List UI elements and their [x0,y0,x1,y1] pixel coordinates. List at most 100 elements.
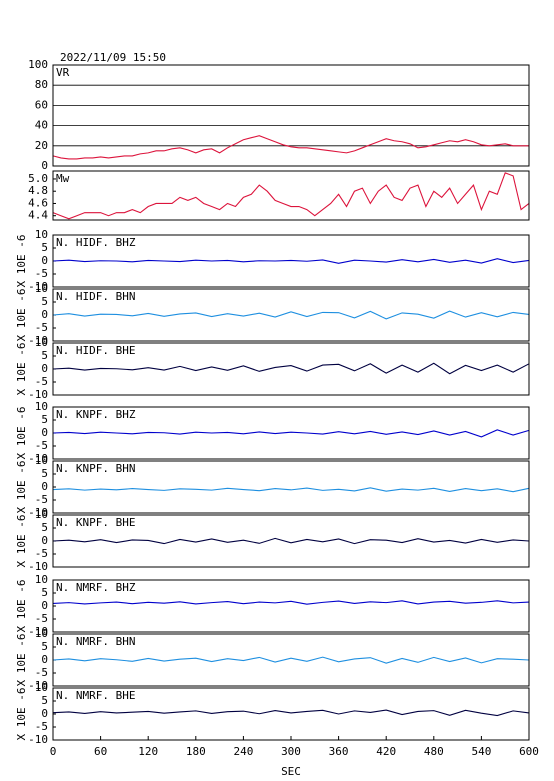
panel-frame [52,288,530,342]
x-tick-label: 300 [281,745,301,758]
y-tick-label: -5 [35,666,48,679]
y-axis-label: X 10E -6 [15,461,28,514]
y-tick-label: 60 [35,98,48,111]
panel-label: N. NMRF. BHZ [56,581,136,594]
y-tick-label: -5 [35,547,48,560]
y-tick-label: -5 [35,267,48,280]
x-tick-label: 360 [329,745,349,758]
panel-label: N. HIDF. BHZ [56,236,136,249]
data-line [52,537,530,545]
y-tick-label: 5 [41,295,48,308]
panel-frame [52,633,530,687]
x-tick-label: 420 [376,745,396,758]
y-tick-label: 0 [41,159,48,172]
panel-frame [52,234,530,288]
data-line [52,709,530,717]
panel-frame [52,342,530,396]
panel-label: N. HIDF. BHN [56,290,135,303]
y-tick-label: 4.8 [28,184,48,197]
y-tick-label: 10 [35,400,48,413]
y-tick-label: -10 [28,625,48,638]
x-tick-label: 540 [471,745,491,758]
x-tick-label: 120 [138,745,158,758]
y-tick-label: -5 [35,375,48,388]
y-tick-label: 5 [41,467,48,480]
data-line [52,362,530,375]
y-tick-label: 10 [35,573,48,586]
panel-label: N. NMRF. BHE [56,689,135,702]
y-tick-label: 5 [41,349,48,362]
y-axis-label: X 10E -6 [15,634,28,687]
y-axis-label: X 10E -6 [15,580,28,633]
y-tick-label: -5 [35,321,48,334]
data-line [52,310,530,320]
panel-frame [52,170,530,221]
x-tick-label: 600 [519,745,539,758]
y-tick-label: 0 [41,653,48,666]
y-tick-label: -10 [28,733,48,746]
y-tick-label: 10 [35,681,48,694]
y-tick-label: 5.0 [28,172,48,185]
y-tick-label: 10 [35,508,48,521]
y-tick-label: 10 [35,282,48,295]
panel-label: N. KNPF. BHN [56,462,135,475]
panel-frame [52,406,530,460]
panel-label: VR [56,66,70,79]
panel-label: N. KNPF. BHZ [56,408,136,421]
y-axis-label: X 10E -6 [15,343,28,396]
y-axis-label: X 10E -6 [15,289,28,342]
y-tick-label: -5 [35,720,48,733]
y-tick-label: 4.4 [28,209,48,222]
y-tick-label: 0 [41,426,48,439]
y-tick-label: -10 [28,679,48,692]
x-tick-label: 0 [50,745,57,758]
panel-label: N. HIDF. BHE [56,344,135,357]
panel-frame [52,514,530,568]
panel-label: N. NMRF. BHN [56,635,135,648]
y-axis-label: X 10E -6 [15,407,28,460]
data-line [52,258,530,264]
y-tick-label: 5 [41,640,48,653]
chart-title: 2022/11/09 15:50 [60,51,166,64]
y-axis-label: X 10E -6 [15,235,28,288]
panel-label: N. KNPF. BHE [56,516,135,529]
panel-frame [52,460,530,514]
y-tick-label: -5 [35,612,48,625]
y-tick-label: 40 [35,119,48,132]
y-tick-label: 0 [41,480,48,493]
y-tick-label: 20 [35,139,48,152]
data-line [52,656,530,664]
y-tick-label: 5 [41,521,48,534]
y-tick-label: 10 [35,336,48,349]
y-tick-label: 10 [35,454,48,467]
y-tick-label: 5 [41,694,48,707]
x-tick-label: 240 [233,745,253,758]
y-tick-label: 100 [28,58,48,71]
y-tick-label: 5 [41,241,48,254]
y-tick-label: 0 [41,599,48,612]
y-tick-label: 0 [41,308,48,321]
x-tick-label: 60 [94,745,107,758]
x-tick-label: 480 [424,745,444,758]
data-line [52,600,530,605]
y-tick-label: 5 [41,413,48,426]
y-tick-label: -5 [35,439,48,452]
y-tick-label: -10 [28,388,48,401]
y-tick-label: -10 [28,280,48,293]
y-tick-label: 10 [35,228,48,241]
y-tick-label: -10 [28,452,48,465]
y-tick-label: 10 [35,627,48,640]
y-tick-label: 0 [41,362,48,375]
data-line [52,135,529,160]
panel-label: Mw [56,172,70,185]
y-axis-label: X 10E -6 [15,688,28,741]
data-line [52,487,530,493]
y-tick-label: 5 [41,586,48,599]
panel-frame [52,64,530,167]
y-tick-label: 0 [41,707,48,720]
y-tick-label: -10 [28,506,48,519]
y-tick-label: -10 [28,334,48,347]
data-line [52,429,530,438]
y-tick-label: -5 [35,493,48,506]
